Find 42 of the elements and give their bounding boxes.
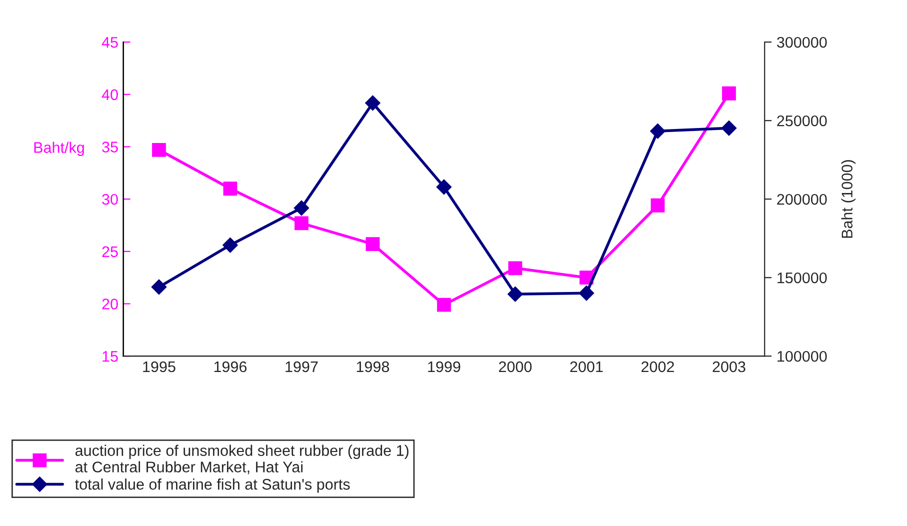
x-tick-label: 1998 bbox=[356, 361, 390, 372]
point bbox=[650, 198, 665, 212]
point bbox=[650, 124, 666, 139]
point bbox=[222, 238, 238, 253]
y2-tick-label: 300000 bbox=[776, 36, 827, 48]
point bbox=[152, 142, 166, 157]
point bbox=[365, 95, 380, 111]
x-tick-label: 1995 bbox=[143, 361, 176, 372]
y2-tick-label: 100000 bbox=[778, 350, 827, 362]
point bbox=[366, 237, 380, 252]
point bbox=[294, 216, 308, 230]
x-tick-label: 2003 bbox=[712, 361, 746, 372]
x-tick-label: 1996 bbox=[214, 361, 247, 372]
point bbox=[721, 120, 737, 136]
y-tick-label: 35 bbox=[102, 142, 118, 152]
y-tick-label: 20 bbox=[102, 298, 118, 310]
point bbox=[508, 261, 522, 276]
point bbox=[151, 279, 167, 295]
point bbox=[580, 270, 594, 285]
x-tick-label: 1997 bbox=[286, 361, 318, 372]
legend-label: total value of marine fish at Satun's ports bbox=[75, 478, 350, 493]
x-tick-label: 2002 bbox=[642, 361, 674, 372]
y2-tick-label: 250000 bbox=[777, 115, 827, 126]
point bbox=[508, 286, 523, 302]
y2-axis-title: Baht (1000) bbox=[841, 160, 856, 238]
point bbox=[223, 182, 238, 196]
x-tick-label: 2000 bbox=[499, 361, 532, 372]
y-tick-label: 15 bbox=[102, 351, 118, 362]
y2-tick-label: 150000 bbox=[778, 272, 827, 284]
x-tick-label: 1999 bbox=[428, 361, 460, 372]
point bbox=[578, 286, 594, 301]
x-tick-label: 2001 bbox=[570, 361, 603, 372]
point bbox=[294, 200, 310, 216]
y2-tick-label: 200000 bbox=[777, 194, 827, 205]
y-tick-label: 40 bbox=[102, 89, 118, 100]
point bbox=[722, 86, 736, 100]
point bbox=[437, 298, 451, 312]
point bbox=[436, 179, 452, 195]
y-axis-title: Baht/kg bbox=[34, 142, 84, 156]
y-tick-label: 25 bbox=[102, 246, 118, 258]
y-tick-label: 30 bbox=[102, 194, 118, 205]
y-tick-label: 45 bbox=[102, 37, 118, 48]
